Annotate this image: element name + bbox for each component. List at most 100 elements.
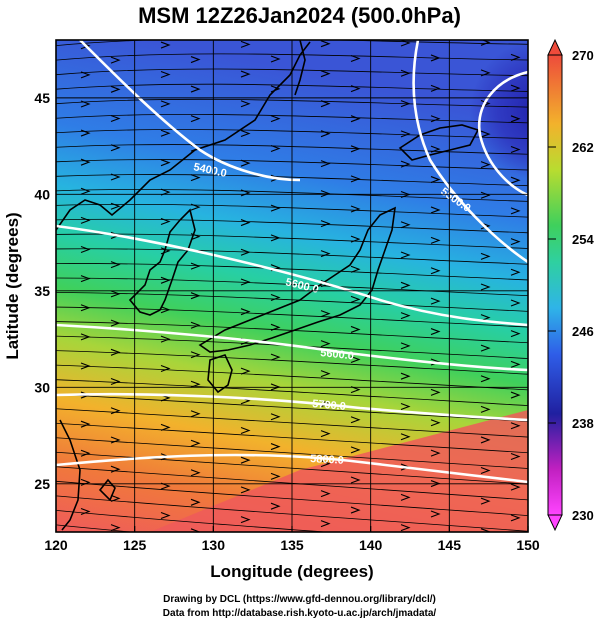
flow-arrow <box>240 129 251 137</box>
flow-arrow <box>320 340 331 348</box>
flow-arrow <box>480 130 491 138</box>
flow-arrow <box>320 370 331 378</box>
flow-arrow <box>110 465 121 473</box>
flow-arrow <box>430 419 441 427</box>
flow-arrow <box>510 84 521 92</box>
flow-arrow <box>480 344 491 352</box>
coastline <box>56 40 480 531</box>
flow-arrow <box>320 250 331 258</box>
flow-arrow <box>110 56 121 64</box>
flow-arrow <box>80 275 91 283</box>
flow-arrow <box>400 251 411 259</box>
x-tick-label: 130 <box>202 537 226 553</box>
flow-arrow <box>430 388 441 396</box>
flow-arrow <box>240 308 251 316</box>
contours <box>56 40 528 484</box>
flow-arrow <box>320 70 331 78</box>
flow-arrow <box>190 498 201 506</box>
colorbar-tick-label: 238 <box>572 416 594 431</box>
flow-arrow <box>80 333 91 341</box>
flow-arrow <box>400 402 411 411</box>
colorbar-max-arrow <box>547 38 563 56</box>
flow-arrow <box>270 413 281 421</box>
flow-arrow <box>510 422 521 430</box>
flow-arrow <box>350 145 361 153</box>
flow-arrow <box>400 372 411 380</box>
flow-arrow <box>160 512 171 520</box>
contour-5800 <box>56 453 528 484</box>
flow-arrow <box>240 516 251 524</box>
flow-arrow <box>430 54 441 62</box>
contour-cold-low <box>477 70 528 197</box>
flow-arrow <box>190 469 201 477</box>
flow-arrow <box>190 174 201 182</box>
flow-arrow <box>480 436 491 444</box>
flow-arrow <box>160 423 171 431</box>
flow-arrow <box>350 416 361 424</box>
flow-arrow <box>510 176 521 184</box>
flow-arrow <box>240 189 251 197</box>
flow-arrow <box>480 69 491 77</box>
flow-arrow <box>80 71 91 79</box>
flow-arrow <box>400 69 411 77</box>
credit-drawing: Drawing by DCL (https://www.gfd-dennou.o… <box>163 594 436 605</box>
flow-arrow <box>400 130 411 138</box>
flow-arrow <box>430 297 441 305</box>
flow-arrow <box>110 202 121 210</box>
flow-arrow <box>480 283 491 291</box>
streamline <box>56 277 528 297</box>
flow-arrow <box>430 449 441 457</box>
colorbar-ticks: 230 238 246 254 262 270 <box>548 48 594 523</box>
x-tick-label: 125 <box>123 537 147 553</box>
flow-arrow <box>350 476 361 484</box>
flow-arrow <box>240 100 251 108</box>
flow-arrow <box>110 494 121 502</box>
flow-arrow <box>80 507 91 516</box>
y-tick-label: 40 <box>34 186 50 202</box>
flow-arrow <box>110 115 121 123</box>
flow-arrow <box>510 53 521 61</box>
flow-arrow <box>270 443 281 451</box>
flow-arrow <box>110 290 121 298</box>
flow-arrow <box>160 70 171 78</box>
flow-arrow <box>160 159 171 167</box>
colorbar-tick-label: 262 <box>572 140 594 155</box>
flow-arrow <box>510 452 521 460</box>
flow-arrow <box>320 130 331 138</box>
flow-arrow <box>350 54 361 63</box>
x-tick-label: 140 <box>359 537 383 553</box>
flow-arrow <box>240 248 251 256</box>
flow-arrow <box>480 252 491 260</box>
flow-arrow <box>80 449 91 457</box>
flow-arrow <box>190 439 201 447</box>
flow-arrow <box>190 380 201 388</box>
flow-arrow <box>110 261 121 269</box>
flow-arrow <box>320 520 331 528</box>
flow-arrow <box>510 238 521 246</box>
streamline <box>56 263 528 281</box>
contour-5500 <box>412 40 528 264</box>
flow-arrow <box>110 173 121 181</box>
colorbar-tick-label: 254 <box>572 232 594 247</box>
chart-title: MSM 12Z26Jan2024 (500.0hPa) <box>138 3 461 28</box>
flow-arrow <box>350 506 361 514</box>
flow-arrow <box>270 144 281 152</box>
hokkaido <box>398 124 480 161</box>
flow-arrow <box>271 533 279 539</box>
flow-arrow <box>400 524 411 532</box>
flow-arrow <box>320 100 331 108</box>
flow-arrow <box>80 158 91 166</box>
flow-arrow <box>270 323 281 331</box>
flow-arrow <box>480 466 491 475</box>
flow-arrow <box>320 460 331 468</box>
flow-arrow <box>350 115 361 123</box>
flow-arrow <box>80 129 91 137</box>
y-tick-label: 30 <box>34 379 50 395</box>
flow-arrow <box>350 446 361 454</box>
honshu <box>198 206 396 353</box>
colorbar-tick-label: 230 <box>572 508 594 523</box>
flow-arrow <box>110 144 121 152</box>
flow-arrow <box>190 203 201 211</box>
flow-arrow <box>480 191 491 199</box>
streamlines <box>56 40 528 539</box>
